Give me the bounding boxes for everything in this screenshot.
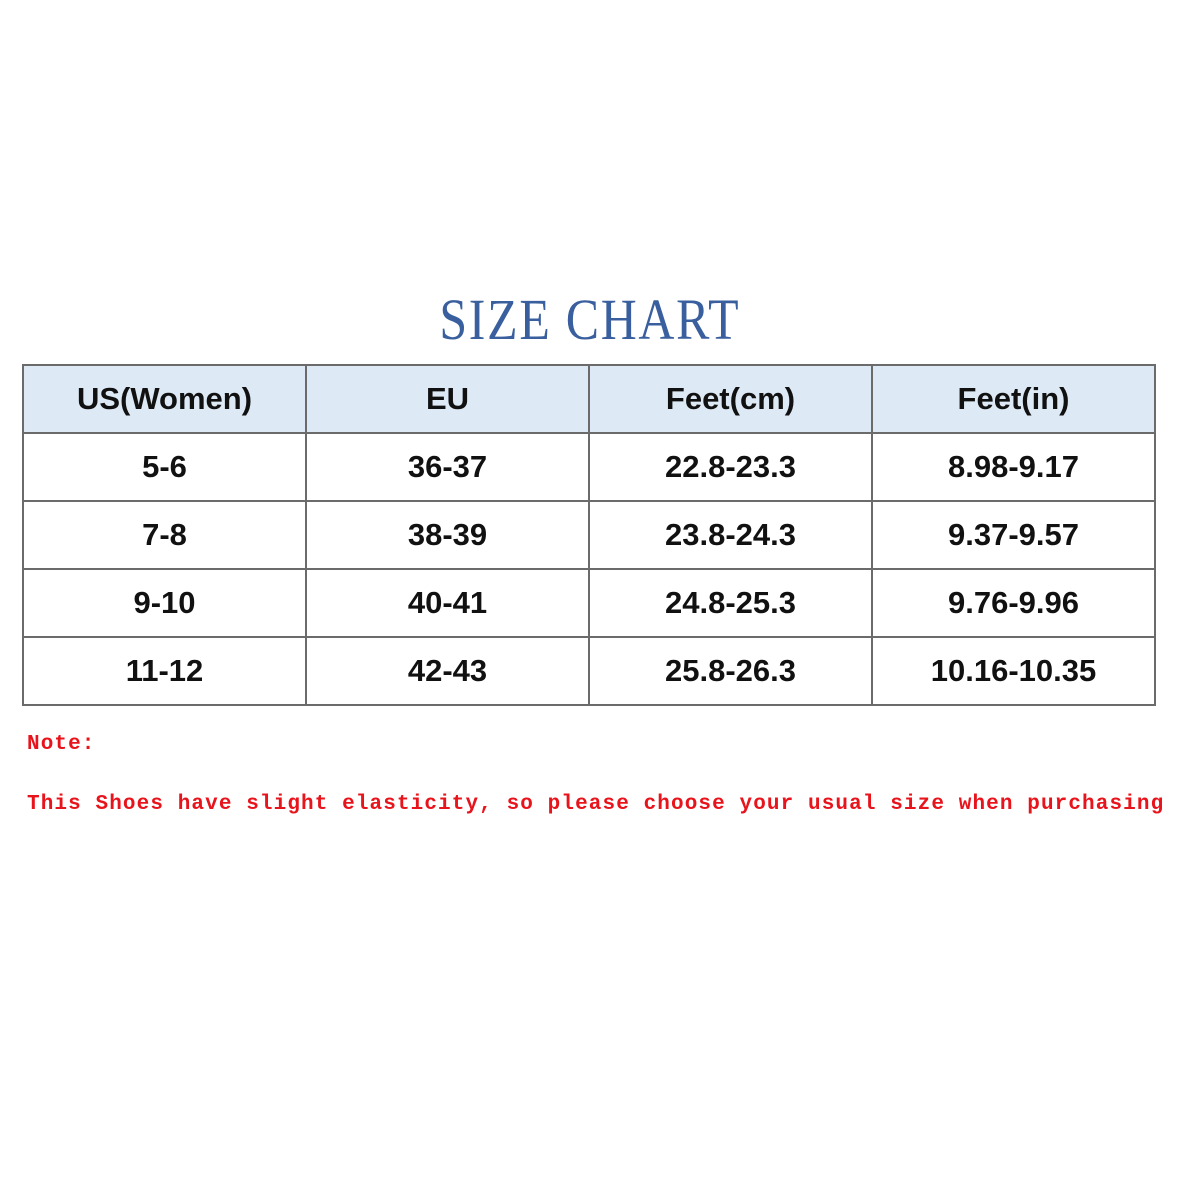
table-cell: 5-6 [22,432,307,502]
table-cell: 10.16-10.35 [871,636,1156,706]
table-row: 11-12 42-43 25.8-26.3 10.16-10.35 [22,636,1156,706]
table-cell: 11-12 [22,636,307,706]
note-label: Note: [27,733,96,756]
table-cell: 38-39 [305,500,590,570]
size-chart-table: US(Women) EU Feet(cm) Feet(in) 5-6 36-37… [22,364,1156,706]
table-cell: 9.37-9.57 [871,500,1156,570]
table-row: 5-6 36-37 22.8-23.3 8.98-9.17 [22,432,1156,502]
table-cell: 9-10 [22,568,307,638]
table-row: 9-10 40-41 24.8-25.3 9.76-9.96 [22,568,1156,638]
table-cell: 23.8-24.3 [588,500,873,570]
table-cell: 7-8 [22,500,307,570]
table-cell: 36-37 [305,432,590,502]
page-title: SIZE CHART [439,287,741,352]
column-header: Feet(in) [871,364,1156,434]
column-header: EU [305,364,590,434]
column-header: Feet(cm) [588,364,873,434]
table-cell: 42-43 [305,636,590,706]
table-cell: 9.76-9.96 [871,568,1156,638]
table-cell: 8.98-9.17 [871,432,1156,502]
table-cell: 22.8-23.3 [588,432,873,502]
table-cell: 40-41 [305,568,590,638]
table-cell: 25.8-26.3 [588,636,873,706]
table-header-row: US(Women) EU Feet(cm) Feet(in) [22,364,1156,434]
column-header: US(Women) [22,364,307,434]
table-row: 7-8 38-39 23.8-24.3 9.37-9.57 [22,500,1156,570]
table-cell: 24.8-25.3 [588,568,873,638]
note-text: This Shoes have slight elasticity, so pl… [27,793,1165,816]
